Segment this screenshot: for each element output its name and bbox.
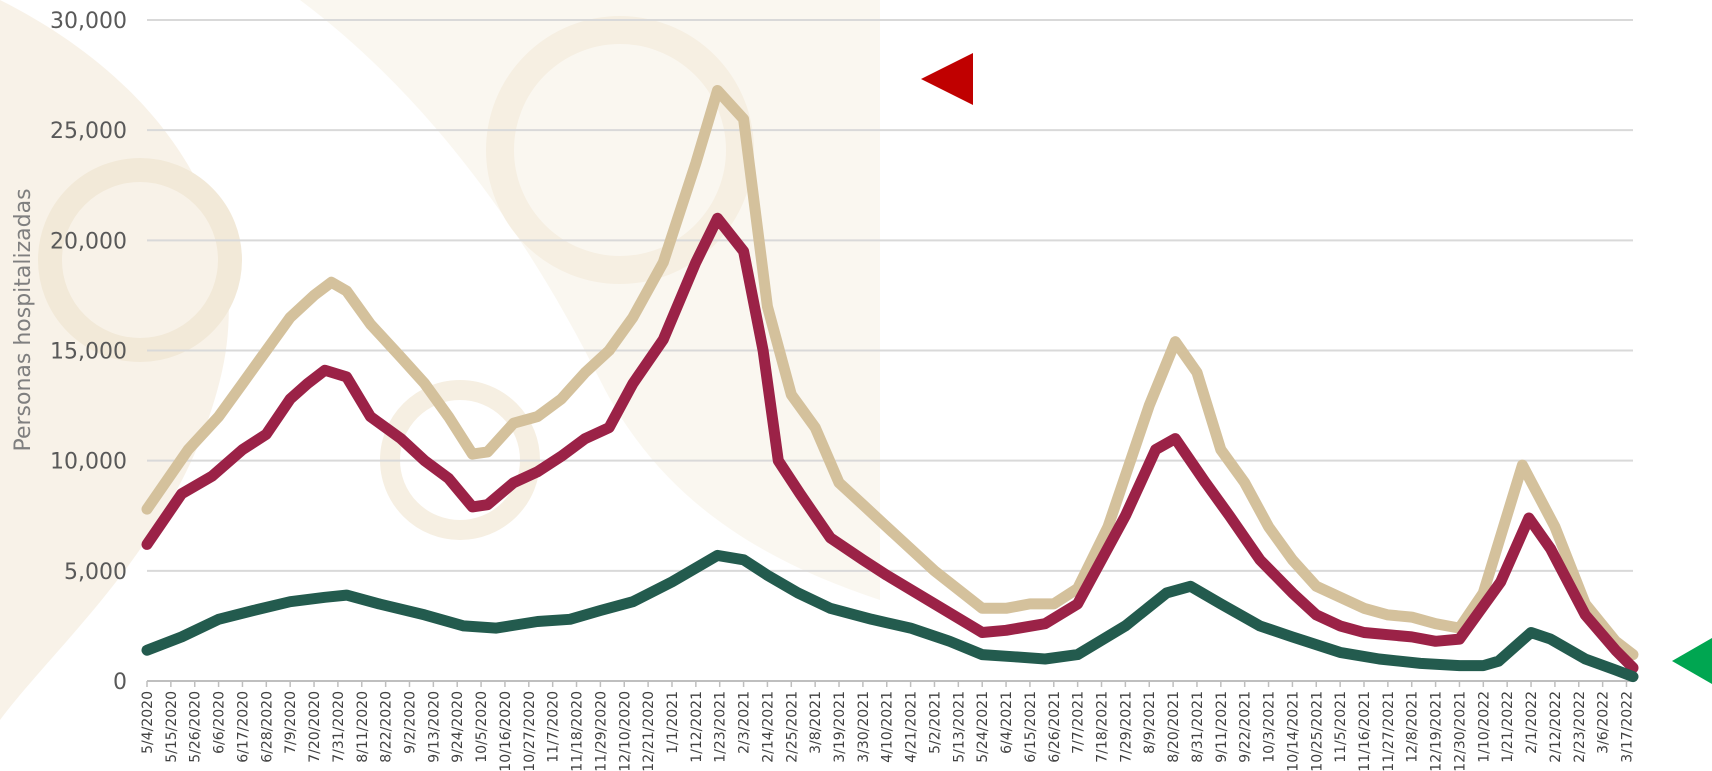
x-tick-label: 2/14/2021 bbox=[760, 691, 776, 763]
x-tick-label: 5/24/2021 bbox=[975, 691, 991, 763]
x-tick-label: 7/7/2021 bbox=[1071, 691, 1087, 754]
x-tick-label: 7/20/2020 bbox=[307, 691, 323, 763]
y-axis-ticks: 0 5,000 10,000 15,000 20,000 25,000 30,000 bbox=[50, 9, 127, 695]
y-tick-label: 30,000 bbox=[50, 9, 127, 34]
x-tick-label: 10/5/2020 bbox=[474, 691, 490, 763]
x-tick-label: 2/23/2022 bbox=[1572, 691, 1588, 763]
y-tick-label: 10,000 bbox=[50, 450, 127, 475]
x-tick-label: 6/4/2021 bbox=[999, 691, 1015, 754]
x-tick-label: 11/16/2021 bbox=[1357, 691, 1373, 771]
y-tick-label: 25,000 bbox=[50, 119, 127, 144]
x-tick-label: 1/23/2021 bbox=[713, 691, 729, 763]
x-tick-label: 7/9/2020 bbox=[283, 691, 299, 754]
x-tick-label: 5/15/2020 bbox=[164, 691, 180, 763]
x-tick-label: 11/18/2020 bbox=[570, 691, 586, 771]
x-tick-label: 3/30/2021 bbox=[856, 691, 872, 763]
x-tick-label: 10/25/2021 bbox=[1309, 691, 1325, 771]
red-left-arrow-icon bbox=[921, 53, 973, 105]
x-tick-label: 9/2/2020 bbox=[402, 691, 418, 754]
x-tick-label: 9/24/2020 bbox=[450, 691, 466, 763]
x-tick-label: 2/1/2022 bbox=[1524, 691, 1540, 754]
x-tick-label: 7/29/2021 bbox=[1118, 691, 1134, 763]
x-tick-label: 7/31/2020 bbox=[331, 691, 347, 763]
x-tick-label: 7/18/2021 bbox=[1095, 691, 1111, 763]
x-axis-ticks: 5/4/2020 5/15/2020 5/26/2020 6/6/2020 6/17/2… bbox=[140, 681, 1635, 771]
y-tick-label: 0 bbox=[113, 670, 127, 695]
x-tick-label: 12/10/2020 bbox=[617, 691, 633, 771]
green-left-arrow-icon bbox=[1672, 638, 1712, 684]
x-tick-label: 5/26/2020 bbox=[188, 691, 204, 763]
series-lines bbox=[141, 85, 1639, 683]
x-tick-label: 8/22/2020 bbox=[379, 691, 395, 763]
x-tick-label: 8/20/2021 bbox=[1166, 691, 1182, 763]
x-tick-label: 1/1/2021 bbox=[665, 691, 681, 754]
x-tick-label: 10/16/2020 bbox=[498, 691, 514, 771]
x-tick-label: 3/6/2022 bbox=[1596, 691, 1612, 754]
x-tick-label: 3/8/2021 bbox=[808, 691, 824, 754]
x-tick-label: 6/17/2020 bbox=[235, 691, 251, 763]
x-tick-label: 6/6/2020 bbox=[212, 691, 228, 754]
x-tick-label: 4/10/2021 bbox=[880, 691, 896, 763]
x-tick-label: 5/4/2020 bbox=[140, 691, 156, 754]
series-line bbox=[141, 549, 1639, 683]
y-tick-label: 5,000 bbox=[64, 560, 127, 585]
x-tick-label: 3/17/2022 bbox=[1619, 691, 1635, 763]
x-tick-label: 9/11/2021 bbox=[1214, 691, 1230, 763]
x-tick-label: 2/12/2022 bbox=[1548, 691, 1564, 763]
x-tick-label: 11/29/2020 bbox=[593, 691, 609, 771]
x-tick-label: 12/30/2021 bbox=[1452, 691, 1468, 771]
x-tick-label: 1/10/2022 bbox=[1476, 691, 1492, 763]
series-line bbox=[141, 212, 1639, 674]
y-tick-label: 15,000 bbox=[50, 340, 127, 365]
x-tick-label: 1/21/2022 bbox=[1500, 691, 1516, 763]
x-tick-label: 2/3/2021 bbox=[737, 691, 753, 754]
x-tick-label: 5/2/2021 bbox=[927, 691, 943, 754]
x-tick-label: 6/26/2021 bbox=[1047, 691, 1063, 763]
x-tick-label: 11/5/2021 bbox=[1333, 691, 1349, 763]
x-tick-label: 12/8/2021 bbox=[1405, 691, 1421, 763]
x-tick-label: 10/27/2020 bbox=[522, 691, 538, 771]
x-tick-label: 2/25/2021 bbox=[784, 691, 800, 763]
y-axis-title: Personas hospitalizadas bbox=[11, 188, 36, 451]
x-tick-label: 9/13/2020 bbox=[426, 691, 442, 763]
y-tick-label: 20,000 bbox=[50, 229, 127, 254]
x-tick-label: 6/15/2021 bbox=[1023, 691, 1039, 763]
x-tick-label: 11/7/2020 bbox=[546, 691, 562, 763]
x-tick-label: 12/21/2020 bbox=[641, 691, 657, 771]
x-tick-label: 1/12/2021 bbox=[689, 691, 705, 763]
x-tick-label: 11/27/2021 bbox=[1381, 691, 1397, 771]
x-tick-label: 4/21/2021 bbox=[904, 691, 920, 763]
x-tick-label: 10/3/2021 bbox=[1262, 691, 1278, 763]
x-tick-label: 10/14/2021 bbox=[1285, 691, 1301, 771]
x-tick-label: 8/31/2021 bbox=[1190, 691, 1206, 763]
x-tick-label: 6/28/2020 bbox=[259, 691, 275, 763]
x-tick-label: 3/19/2021 bbox=[832, 691, 848, 763]
x-tick-label: 8/9/2021 bbox=[1142, 691, 1158, 754]
series-line bbox=[141, 85, 1639, 661]
x-tick-label: 8/11/2020 bbox=[355, 691, 371, 763]
x-tick-label: 9/22/2021 bbox=[1238, 691, 1254, 763]
x-tick-label: 12/19/2021 bbox=[1429, 691, 1445, 771]
x-tick-label: 5/13/2021 bbox=[951, 691, 967, 763]
